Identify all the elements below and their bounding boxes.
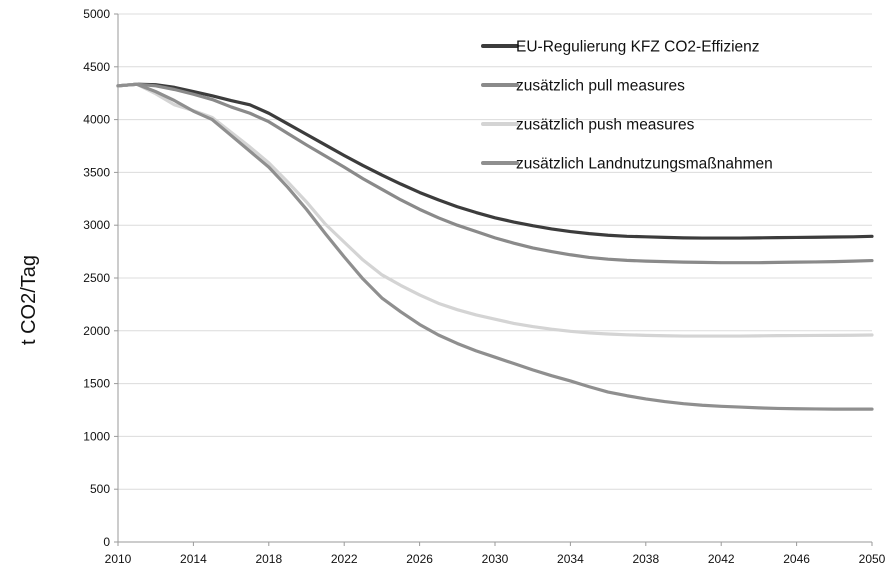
x-tick-label: 2046 [783,552,810,566]
series-line-3 [116,82,874,338]
y-axis-title: t CO2/Tag [18,255,40,345]
x-tick-label: 2034 [557,552,584,566]
legend: EU-Regulierung KFZ CO2-Effizienz zusätzli… [481,39,773,173]
series-line-4 [116,82,874,411]
series-lines [116,82,874,411]
legend-label-1: EU-Regulierung KFZ CO2-Effizienz [516,39,760,56]
x-tick-label: 2010 [105,552,132,566]
grid-lines [118,13,872,490]
y-tick-label: 2000 [83,324,110,338]
y-tick-label: 500 [90,482,110,496]
x-tick-label: 2022 [331,552,358,566]
y-tick-label: 3500 [83,165,110,179]
series-line-2 [116,82,874,265]
x-tick-label: 2018 [255,552,282,566]
y-tick-label: 4500 [83,60,110,74]
y-tick-label: 5000 [83,7,110,21]
y-tick-label: 1500 [83,377,110,391]
legend-label-2: zusätzlich pull measures [516,78,685,95]
legend-label-3: zusätzlich push measures [516,117,695,134]
y-tick-label: 0 [103,535,110,549]
y-tick-label: 4000 [83,113,110,127]
legend-label-4: zusätzlich Landnutzungsmaßnahmen [516,156,773,173]
x-tick-labels: 2010 2014 2018 2022 2026 2030 2034 2038 2042 2046… [105,552,886,566]
y-tick-label: 1000 [83,429,110,443]
y-tick-label: 2500 [83,271,110,285]
x-tick-label: 2026 [406,552,433,566]
axes [114,13,873,546]
y-tick-labels: 0 500 1000 1500 2000 2500 3000 3500 4000 4500 5000 [83,7,110,549]
x-tick-label: 2014 [180,552,207,566]
x-tick-label: 2050 [859,552,886,566]
y-tick-label: 3000 [83,218,110,232]
x-tick-label: 2030 [482,552,509,566]
series-line-1 [116,82,874,240]
x-tick-label: 2038 [632,552,659,566]
x-tick-label: 2042 [708,552,735,566]
